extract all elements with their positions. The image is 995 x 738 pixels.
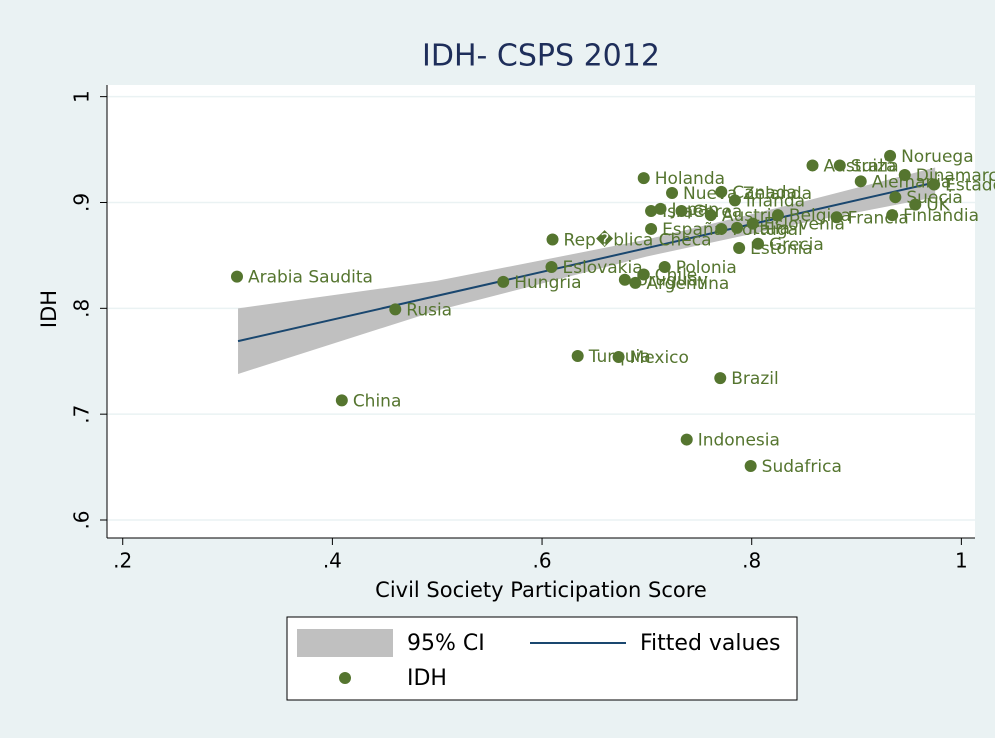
point-label: Indonesia bbox=[698, 431, 780, 451]
point bbox=[715, 185, 728, 198]
point bbox=[889, 191, 902, 204]
point-label: China bbox=[353, 391, 402, 411]
point-label: Eslovenia bbox=[764, 215, 845, 235]
point-label: Austria bbox=[722, 206, 782, 226]
point-label: Argentina bbox=[646, 274, 729, 294]
legend-swatch bbox=[297, 629, 393, 657]
y-tick-label: .9 bbox=[70, 193, 94, 212]
point-label: Estados Unidos bbox=[945, 175, 995, 195]
legend-label: 95% CI bbox=[407, 631, 485, 656]
x-tick-label: .8 bbox=[742, 549, 761, 573]
point bbox=[637, 172, 650, 185]
point bbox=[675, 204, 688, 217]
point-label: Polonia bbox=[676, 258, 737, 278]
point-label: Rusia bbox=[406, 300, 452, 320]
point-label: Holanda bbox=[655, 169, 725, 189]
point-label: Francia bbox=[848, 208, 909, 228]
point bbox=[898, 168, 911, 181]
y-tick-label: .7 bbox=[70, 405, 94, 424]
point bbox=[637, 268, 650, 281]
y-tick-label: .6 bbox=[70, 510, 94, 529]
point-label: Eslovakia bbox=[562, 258, 642, 278]
point bbox=[909, 198, 922, 211]
point bbox=[928, 178, 941, 191]
x-tick-label: .6 bbox=[533, 549, 552, 573]
point bbox=[746, 217, 759, 230]
ci-band bbox=[238, 167, 936, 374]
legend-label: Fitted values bbox=[640, 631, 780, 656]
y-tick-label: .8 bbox=[70, 299, 94, 318]
point-label: Rep�blica Checa bbox=[564, 230, 712, 251]
point bbox=[731, 221, 744, 234]
x-tick-label: .2 bbox=[113, 549, 132, 573]
point-label: Canada bbox=[732, 183, 797, 203]
point bbox=[715, 222, 728, 235]
point bbox=[733, 241, 746, 254]
point bbox=[680, 433, 693, 446]
point bbox=[612, 351, 625, 364]
x-tick-label: .4 bbox=[323, 549, 342, 573]
point-label: Nueva Zelanda bbox=[683, 184, 812, 204]
legend-swatch bbox=[339, 672, 351, 684]
point bbox=[230, 270, 243, 283]
point-label: UK bbox=[926, 196, 950, 216]
point-label: Grecia bbox=[769, 235, 824, 255]
point bbox=[654, 202, 667, 215]
chart-title: IDH- CSPS 2012 bbox=[422, 39, 660, 74]
point bbox=[645, 204, 658, 217]
point bbox=[752, 237, 764, 250]
point bbox=[389, 303, 402, 316]
point bbox=[546, 233, 559, 246]
point bbox=[335, 394, 348, 407]
point-label: España bbox=[662, 220, 724, 240]
point-label: Sudafrica bbox=[762, 457, 842, 477]
point-label: Brazil bbox=[731, 369, 778, 389]
point bbox=[771, 209, 784, 222]
point bbox=[884, 149, 897, 162]
point-label: Hungria bbox=[514, 273, 581, 293]
point-label: Corea bbox=[692, 202, 742, 222]
point bbox=[714, 372, 727, 385]
point-label: Suiza bbox=[851, 156, 897, 176]
point-label: Mexico bbox=[630, 348, 689, 368]
fitted-line bbox=[237, 181, 936, 343]
point bbox=[854, 175, 867, 188]
plot-area bbox=[107, 85, 975, 538]
point-label: Finlandia bbox=[903, 206, 979, 226]
point bbox=[658, 261, 671, 274]
point bbox=[744, 460, 757, 473]
point-label: Estonia bbox=[750, 239, 813, 259]
point bbox=[497, 275, 510, 288]
point bbox=[830, 211, 843, 224]
point bbox=[618, 273, 631, 286]
point bbox=[806, 159, 819, 172]
point-label: Irlanda bbox=[746, 191, 805, 211]
point-label: Arabia Saudita bbox=[248, 268, 373, 288]
point bbox=[645, 222, 658, 235]
point bbox=[833, 159, 846, 172]
point bbox=[728, 194, 741, 207]
legend-label: IDH bbox=[407, 666, 447, 691]
x-tick-label: 1 bbox=[955, 549, 968, 573]
point bbox=[571, 349, 584, 362]
x-axis-label: Civil Society Participation Score bbox=[375, 578, 707, 602]
y-tick-label: 1 bbox=[70, 90, 94, 103]
point-label: Uruguay bbox=[636, 271, 708, 291]
point bbox=[545, 261, 558, 274]
point-label: Noruega bbox=[901, 147, 974, 167]
y-axis-label: IDH bbox=[37, 290, 61, 328]
point bbox=[629, 276, 642, 289]
point bbox=[886, 209, 899, 222]
point bbox=[666, 186, 679, 199]
point bbox=[704, 209, 717, 222]
